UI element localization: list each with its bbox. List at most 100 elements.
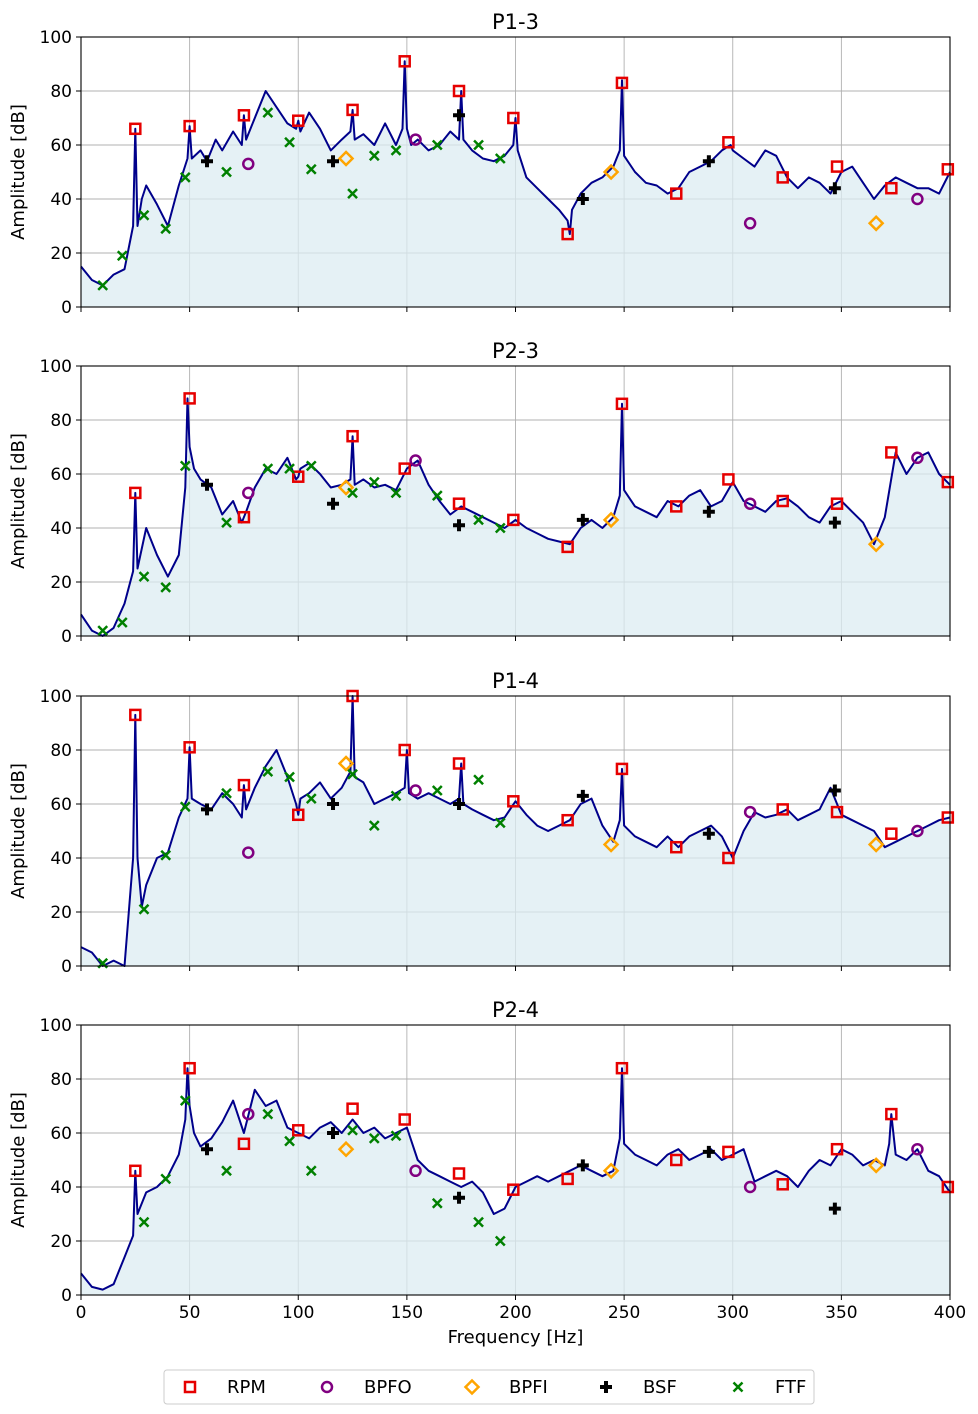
- marker-ftf: [473, 1216, 484, 1228]
- legend: RPM BPFO BPFI BSF FTF: [163, 1369, 815, 1405]
- marker-rpm: [670, 500, 683, 513]
- marker-rpm: [615, 762, 629, 776]
- legend-marker-ftf: [732, 1381, 744, 1393]
- marker-ftf: [262, 463, 274, 474]
- marker-bpfo: [409, 784, 422, 797]
- marker-ftf: [390, 790, 402, 802]
- marker-ftf: [116, 617, 128, 628]
- spectrum-fill: [81, 696, 950, 966]
- marker-rpm: [452, 84, 466, 98]
- marker-rpm: [561, 227, 574, 241]
- marker-ftf: [160, 582, 172, 593]
- marker-bpfi: [602, 1162, 620, 1180]
- marker-ftf: [284, 771, 295, 783]
- marker-rpm: [561, 813, 574, 827]
- marker-rpm: [722, 136, 735, 149]
- marker-ftf: [221, 787, 232, 799]
- marker-bpfo: [743, 805, 757, 819]
- marker-rpm: [941, 163, 955, 176]
- marker-rpm: [885, 1107, 898, 1121]
- y-tick-label: 60: [50, 465, 72, 485]
- marker-bpfi: [867, 215, 885, 232]
- marker-rpm: [776, 1178, 789, 1191]
- legend-marker-rpm: [183, 1380, 197, 1394]
- marker-bpfo: [242, 486, 255, 500]
- marker-rpm: [941, 1180, 955, 1194]
- subplot-title: P1-3: [492, 10, 539, 34]
- y-tick-label: 100: [40, 687, 72, 707]
- marker-rpm: [292, 470, 305, 483]
- marker-bsf: [453, 1191, 466, 1204]
- marker-ftf: [431, 1197, 443, 1209]
- legend-marker-bpfi: [463, 1378, 481, 1396]
- subplot-title: P2-3: [492, 339, 539, 363]
- x-tick-label: 0: [76, 1303, 87, 1323]
- marker-ftf: [305, 1165, 317, 1177]
- y-tick-label: 80: [50, 1070, 72, 1090]
- x-tick-label: 200: [499, 1303, 531, 1323]
- x-tick-label: 400: [934, 1303, 966, 1323]
- y-tick-label: 60: [50, 795, 72, 815]
- marker-ftf: [347, 487, 358, 499]
- marker-rpm: [885, 181, 898, 195]
- marker-ftf: [138, 571, 150, 582]
- marker-bsf: [828, 516, 841, 529]
- marker-bsf: [828, 182, 841, 195]
- marker-bsf: [576, 513, 589, 526]
- marker-ftf: [116, 250, 128, 262]
- marker-bsf: [327, 798, 340, 810]
- y-tick-label: 80: [50, 411, 72, 431]
- y-tick-label: 80: [50, 741, 72, 761]
- y-tick-label: 20: [50, 573, 72, 593]
- marker-rpm: [507, 795, 520, 808]
- marker-rpm: [615, 76, 629, 90]
- x-tick-label: 300: [717, 1303, 749, 1323]
- marker-ftf: [97, 280, 109, 291]
- marker-rpm: [507, 1183, 520, 1196]
- marker-ftf: [494, 522, 506, 534]
- marker-rpm: [941, 811, 955, 824]
- y-tick-label: 0: [61, 1286, 72, 1306]
- spectrum-line: [80, 695, 951, 967]
- marker-rpm: [237, 510, 251, 524]
- marker-rpm: [183, 741, 196, 754]
- marker-ftf: [138, 1216, 150, 1228]
- marker-rpm: [237, 109, 251, 122]
- marker-rpm: [615, 1061, 629, 1075]
- x-tick-label: 250: [608, 1303, 640, 1323]
- marker-bpfi: [867, 1157, 885, 1174]
- marker-ftf: [160, 223, 172, 235]
- legend-box: [163, 1369, 815, 1405]
- marker-bsf: [828, 784, 841, 797]
- marker-bsf: [702, 1145, 715, 1158]
- y-tick-label: 100: [40, 28, 72, 48]
- spectrum-line: [80, 60, 951, 287]
- marker-ftf: [305, 163, 317, 175]
- marker-ftf: [179, 801, 191, 813]
- marker-ftf: [284, 136, 295, 148]
- marker-ftf: [390, 487, 402, 499]
- marker-ftf: [221, 166, 232, 178]
- marker-ftf: [431, 139, 443, 151]
- marker-rpm: [830, 160, 844, 173]
- marker-rpm: [561, 540, 574, 554]
- marker-rpm: [776, 803, 789, 816]
- marker-rpm: [830, 497, 844, 510]
- marker-bpfo: [242, 157, 255, 171]
- y-axis-label: Amplitude [dB]: [8, 763, 29, 899]
- marker-rpm: [129, 486, 142, 500]
- marker-rpm: [346, 103, 359, 117]
- marker-bsf: [576, 1159, 589, 1172]
- marker-rpm: [398, 743, 411, 757]
- marker-bpfi: [602, 163, 620, 181]
- marker-rpm: [398, 55, 411, 68]
- marker-bsf: [702, 505, 715, 518]
- marker-ftf: [160, 1173, 172, 1185]
- marker-ftf: [390, 145, 402, 156]
- marker-rpm: [346, 1102, 359, 1115]
- marker-rpm: [452, 757, 466, 770]
- marker-bpfi: [867, 836, 885, 853]
- marker-ftf: [494, 817, 506, 829]
- marker-rpm: [129, 1164, 142, 1178]
- x-tick-label: 100: [282, 1303, 314, 1323]
